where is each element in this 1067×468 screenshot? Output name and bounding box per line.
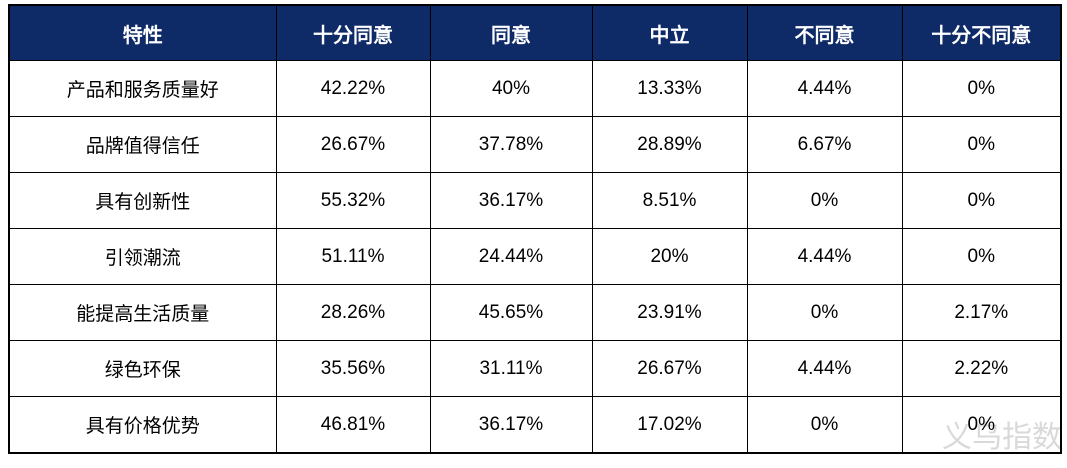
table-cell: 4.44% (746, 60, 903, 117)
table-cell: 28.26% (275, 284, 431, 341)
table-cell: 0% (746, 396, 903, 454)
table-cell: 13.33% (591, 60, 748, 117)
table-cell: 8.51% (591, 172, 748, 229)
table-cell: 45.65% (429, 284, 593, 341)
column-header-neutral: 中立 (591, 4, 748, 61)
table-cell: 55.32% (275, 172, 431, 229)
table-row: 能提高生活质量 28.26% 45.65% 23.91% 0% 2.17% (8, 284, 1062, 341)
column-header-disagree: 不同意 (746, 4, 903, 61)
row-label: 具有创新性 (8, 172, 277, 229)
table-cell: 31.11% (429, 340, 593, 397)
table-cell: 0% (901, 60, 1062, 117)
table-cell: 42.22% (275, 60, 431, 117)
header-row: 特性 十分同意 同意 中立 不同意 十分不同意 (8, 4, 1062, 61)
row-label: 绿色环保 (8, 340, 277, 397)
table-cell: 40% (429, 60, 593, 117)
table-cell: 6.67% (746, 116, 903, 173)
row-label: 引领潮流 (8, 228, 277, 285)
table-cell: 36.17% (429, 396, 593, 454)
table-cell: 17.02% (591, 396, 748, 454)
table-row: 品牌值得信任 26.67% 37.78% 28.89% 6.67% 0% (8, 116, 1062, 173)
table-cell: 24.44% (429, 228, 593, 285)
row-label: 具有价格优势 (8, 396, 277, 454)
table-cell: 0% (901, 172, 1062, 229)
table-cell: 51.11% (275, 228, 431, 285)
table-row: 产品和服务质量好 42.22% 40% 13.33% 4.44% 0% (8, 60, 1062, 117)
table-row: 引领潮流 51.11% 24.44% 20% 4.44% 0% (8, 228, 1062, 285)
column-header-strongly-agree: 十分同意 (275, 4, 431, 61)
table-cell: 0% (901, 228, 1062, 285)
table-row: 具有创新性 55.32% 36.17% 8.51% 0% 0% (8, 172, 1062, 229)
table-cell: 28.89% (591, 116, 748, 173)
table-body: 产品和服务质量好 42.22% 40% 13.33% 4.44% 0% 品牌值得… (8, 60, 1062, 454)
table-cell: 0% (746, 172, 903, 229)
column-header-strongly-disagree: 十分不同意 (901, 4, 1062, 61)
table-cell: 2.22% (901, 340, 1062, 397)
table-cell: 35.56% (275, 340, 431, 397)
table-cell: 4.44% (746, 340, 903, 397)
table-cell: 4.44% (746, 228, 903, 285)
table-cell: 0% (901, 396, 1062, 454)
column-header-feature: 特性 (8, 4, 277, 61)
table-cell: 37.78% (429, 116, 593, 173)
table-cell: 0% (901, 116, 1062, 173)
table-cell: 26.67% (591, 340, 748, 397)
column-header-agree: 同意 (429, 4, 593, 61)
table-cell: 26.67% (275, 116, 431, 173)
table-cell: 20% (591, 228, 748, 285)
table-cell: 36.17% (429, 172, 593, 229)
table-header: 特性 十分同意 同意 中立 不同意 十分不同意 (8, 4, 1062, 61)
row-label: 能提高生活质量 (8, 284, 277, 341)
table-row: 具有价格优势 46.81% 36.17% 17.02% 0% 0% (8, 396, 1062, 454)
table-cell: 0% (746, 284, 903, 341)
table-row: 绿色环保 35.56% 31.11% 26.67% 4.44% 2.22% (8, 340, 1062, 397)
table-cell: 46.81% (275, 396, 431, 454)
table-cell: 2.17% (901, 284, 1062, 341)
row-label: 品牌值得信任 (8, 116, 277, 173)
table-cell: 23.91% (591, 284, 748, 341)
survey-table: 特性 十分同意 同意 中立 不同意 十分不同意 产品和服务质量好 42.22% … (8, 4, 1062, 454)
row-label: 产品和服务质量好 (8, 60, 277, 117)
